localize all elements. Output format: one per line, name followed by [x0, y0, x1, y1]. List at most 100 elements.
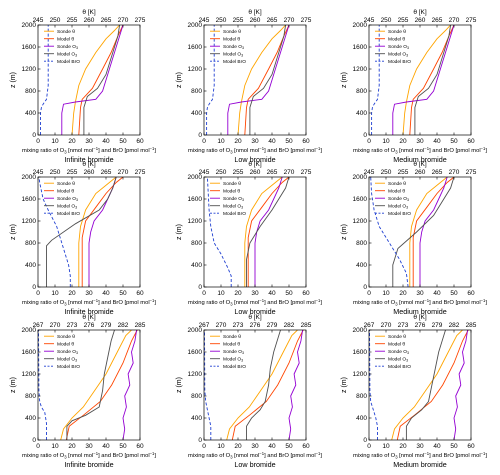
legend-entry-main: Sonde: [57, 334, 72, 340]
legend-entry-sub: 3: [241, 54, 243, 58]
legend-entry-main: Sonde O: [223, 349, 242, 355]
y-tick-label: 1600: [353, 44, 368, 51]
x-axis-label: mixing ratio of O3 [nmol mol−1] and BrO …: [353, 451, 487, 460]
y-tick-label: 1600: [353, 196, 368, 203]
legend-entry-sub: θ: [71, 189, 74, 195]
bottom-tick-label: 40: [433, 290, 441, 297]
y-tick-label: 800: [191, 240, 202, 247]
plot-frame: [368, 24, 472, 136]
legend-entry-main: Model BrO: [223, 211, 246, 217]
legend-entry-main: Model O: [223, 52, 241, 58]
series-sonde-o3: [61, 25, 124, 135]
top-tick-label: 285: [301, 322, 312, 329]
y-tick-label: 1200: [22, 371, 37, 378]
bottom-tick-label: 60: [136, 290, 144, 297]
panel-9-lines: [369, 330, 469, 440]
legend-entry: Model BrO: [388, 59, 411, 65]
x-axis-label-part: −1: [424, 451, 429, 456]
y-tick-label: 2000: [188, 174, 203, 181]
series-model-o3: [46, 177, 117, 287]
bottom-tick-label: 0: [202, 443, 206, 450]
x-axis-label-part: mixing ratio of O: [188, 300, 231, 306]
series-model-bro: [369, 330, 378, 440]
bottom-tick-label: 30: [251, 443, 259, 450]
bottom-tick-label: 20: [399, 443, 407, 450]
y-tick-label: 800: [356, 393, 367, 400]
legend-entry-sub: 3: [75, 54, 77, 58]
y-tick-label: 400: [191, 262, 202, 269]
y-axis-label: z (m): [341, 72, 348, 88]
bottom-tick-label: 0: [367, 138, 371, 145]
bottom-tick-label: 20: [68, 290, 76, 297]
legend-entry-main: Model O: [57, 52, 75, 58]
top-tick-label: 260: [250, 17, 261, 24]
legend-entry-main: Model: [388, 342, 402, 348]
y-tick-label: 1600: [188, 44, 203, 51]
top-tick-label: 245: [364, 169, 375, 176]
legend-entry-main: Model: [388, 37, 402, 43]
x-axis-label-part: ] and BrO [pmol mol: [264, 300, 316, 306]
legend-entry-sub: 3: [406, 206, 408, 210]
top-tick-label: 279: [101, 322, 112, 329]
legend-entry: Model θ: [57, 189, 74, 195]
top-axis-label: θ [K]: [82, 9, 96, 16]
legend-entry-main: Model: [57, 37, 71, 43]
bottom-tick-label: 40: [102, 138, 110, 145]
x-axis-label-part: mixing ratio of O: [188, 148, 231, 154]
legend-entry-main: Sonde O: [57, 349, 76, 355]
bottom-tick-label: 40: [268, 138, 276, 145]
legend-entry: Model O3: [57, 204, 77, 210]
x-axis-label-part: 3: [230, 150, 233, 155]
bottom-tick-label: 50: [450, 138, 458, 145]
panel-title: Medium bromide: [393, 307, 447, 316]
legend-entry-main: Sonde: [57, 29, 72, 35]
legend-entry-main: Model: [57, 189, 71, 195]
top-tick-label: 250: [216, 169, 227, 176]
y-tick-label: 400: [25, 110, 36, 117]
bottom-tick-label: 10: [51, 443, 59, 450]
bottom-tick-label: 60: [467, 443, 475, 450]
bottom-tick-label: 40: [433, 138, 441, 145]
legend-entry: Model θ: [388, 342, 405, 348]
series-model-o3: [83, 25, 121, 135]
x-axis-label-part: ] and BrO [pmol mol: [98, 148, 150, 154]
bottom-tick-label: 30: [416, 290, 424, 297]
x-axis-label-part: [nmol mol: [233, 148, 260, 154]
x-axis-label-part: −1: [93, 451, 98, 456]
top-tick-label: 250: [381, 17, 392, 24]
legend-entry: Sonde O3: [223, 44, 244, 50]
y-axis-label: z (m): [176, 72, 183, 88]
legend-entry-main: Model BrO: [223, 364, 246, 370]
legend-entry: Sonde θ: [223, 29, 241, 35]
plot-frame: [203, 24, 307, 136]
top-axis-label: θ [K]: [248, 161, 262, 168]
series-model-bro: [206, 177, 232, 287]
x-axis-label: mixing ratio of O3 [nmol mol−1] and BrO …: [188, 451, 322, 460]
x-axis-label-part: −1: [259, 146, 264, 151]
plot-frame: [37, 329, 141, 441]
bottom-tick-label: 20: [234, 138, 242, 145]
bottom-tick-label: 40: [268, 290, 276, 297]
series-model-theta: [65, 330, 138, 440]
top-tick-label: 250: [381, 169, 392, 176]
bottom-tick-label: 0: [36, 138, 40, 145]
panel-4-lines: [38, 177, 124, 287]
top-tick-label: 255: [67, 169, 78, 176]
x-axis-label-part: −1: [481, 298, 486, 303]
legend-entry-main: Sonde: [388, 334, 403, 340]
top-tick-label: 260: [415, 169, 426, 176]
legend-entry: Model θ: [57, 37, 74, 43]
bottom-tick-label: 20: [399, 138, 407, 145]
y-axis-label: z (m): [10, 72, 17, 88]
bottom-tick-label: 10: [217, 138, 225, 145]
bottom-tick-label: 30: [416, 443, 424, 450]
legend-entry-main: Sonde: [223, 29, 238, 35]
legend-entry-sub: θ: [71, 342, 74, 348]
panel-title: Low bromide: [234, 460, 275, 469]
series-model-o3: [66, 330, 115, 440]
legend-entry-main: Model BrO: [388, 211, 411, 217]
x-axis-label-part: ]: [320, 300, 322, 306]
